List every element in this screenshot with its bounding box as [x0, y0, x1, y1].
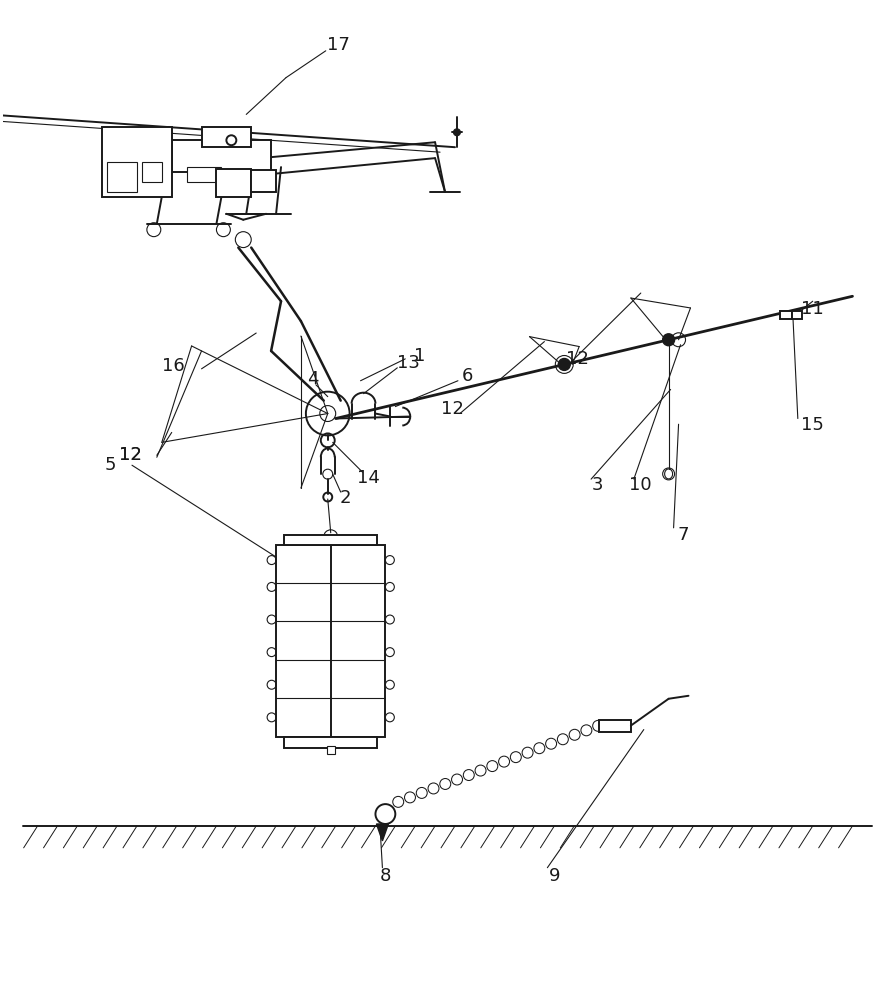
Bar	[792, 311, 802, 319]
Circle shape	[558, 358, 570, 370]
Bar	[599, 720, 631, 732]
Bar	[284, 737, 377, 748]
Text: 9: 9	[548, 867, 560, 885]
Bar	[327, 746, 335, 754]
Text: 12: 12	[118, 446, 142, 464]
Text: 12: 12	[441, 400, 463, 418]
Text: 7: 7	[677, 526, 689, 544]
Text: 16: 16	[162, 357, 185, 375]
Text: 15: 15	[801, 416, 824, 434]
Bar	[202, 127, 251, 147]
Text: 17: 17	[327, 36, 350, 54]
Bar	[186, 167, 221, 182]
Circle shape	[663, 334, 675, 346]
Polygon shape	[376, 824, 388, 841]
Bar	[142, 162, 162, 182]
Text: 12: 12	[118, 446, 142, 464]
Bar	[108, 162, 137, 192]
Text: 3: 3	[591, 476, 603, 494]
Text: 8: 8	[380, 867, 391, 885]
Text: 10: 10	[630, 476, 652, 494]
Text: 4: 4	[307, 370, 319, 388]
Bar	[276, 545, 385, 737]
Bar	[284, 535, 377, 545]
Text: 13: 13	[397, 354, 419, 372]
Bar	[251, 170, 276, 192]
Text: 6: 6	[462, 367, 474, 385]
Text: 11: 11	[801, 300, 824, 318]
Bar	[172, 140, 271, 172]
Bar	[217, 169, 251, 197]
Text: 12: 12	[565, 350, 589, 368]
Text: 14: 14	[358, 469, 380, 487]
Text: 1: 1	[415, 347, 426, 365]
Bar	[780, 311, 792, 319]
Text: 2: 2	[340, 489, 351, 507]
Bar	[102, 127, 172, 197]
Text: 5: 5	[104, 456, 116, 474]
Circle shape	[453, 129, 461, 136]
